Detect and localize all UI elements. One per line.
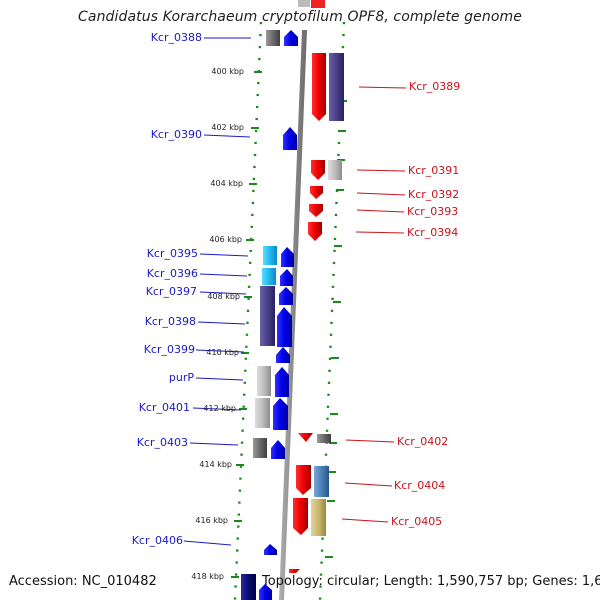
tick-label: 404 kbp [210, 179, 243, 188]
gene-label-purp[interactable]: purP [168, 371, 194, 384]
gene-label-kcr-0402[interactable]: Kcr_0402 [397, 435, 449, 448]
gene-label-kcr-0406[interactable]: Kcr_0406 [131, 534, 183, 547]
top-red-fragment [311, 0, 325, 8]
gene-label-kcr-0405[interactable]: Kcr_0405 [391, 515, 443, 528]
tick-label: 416 kbp [195, 516, 228, 525]
tick-label: 406 kbp [209, 235, 242, 244]
gene-label-kcr-0399[interactable]: Kcr_0399 [143, 343, 195, 356]
gene-label-kcr-0397[interactable]: Kcr_0397 [145, 285, 197, 298]
tick-label: 412 kbp [203, 404, 236, 413]
tick-label: 418 kbp [191, 572, 224, 581]
tick-label: 410 kbp [206, 348, 239, 357]
topology-info: Topology: circular; Length: 1,590,757 bp… [262, 574, 600, 589]
tick-label: 402 kbp [211, 123, 244, 132]
genome-backbone [279, 30, 307, 600]
map-title: Candidatus Korarchaeum cryptofilum OPF8,… [78, 9, 522, 25]
gene-label-kcr-0392[interactable]: Kcr_0392 [408, 188, 460, 201]
gene-label-kcr-0388[interactable]: Kcr_0388 [150, 31, 202, 44]
gene-label-kcr-0393[interactable]: Kcr_0393 [407, 205, 459, 218]
forward-genes [259, 30, 298, 600]
gene-label-kcr-0394[interactable]: Kcr_0394 [407, 226, 459, 239]
gene-label-kcr-0389[interactable]: Kcr_0389 [409, 80, 461, 93]
leader-lines-left [183, 37, 251, 546]
tick-label: 400 kbp [211, 67, 244, 76]
tick-label: 408 kbp [207, 292, 240, 301]
accession-info: Accession: NC_010482 [9, 574, 157, 589]
gene-label-kcr-0396[interactable]: Kcr_0396 [146, 267, 198, 280]
gene-label-kcr-0390[interactable]: Kcr_0390 [150, 128, 202, 141]
outer-ring-left [233, 21, 263, 600]
backbone-top-cap [298, 0, 310, 7]
gene-label-kcr-0401[interactable]: Kcr_0401 [138, 401, 190, 414]
gene-label-kcr-0398[interactable]: Kcr_0398 [144, 315, 196, 328]
tick-marks [231, 71, 347, 578]
gene-label-kcr-0391[interactable]: Kcr_0391 [408, 164, 460, 177]
cog-blocks-left [241, 30, 280, 600]
leader-lines-right [341, 86, 407, 523]
tick-label: 414 kbp [199, 460, 232, 469]
reverse-genes [289, 53, 326, 573]
gene-label-kcr-0404[interactable]: Kcr_0404 [394, 479, 446, 492]
gene-label-kcr-0403[interactable]: Kcr_0403 [136, 436, 188, 449]
cog-blocks-right [311, 53, 344, 536]
gene-label-kcr-0395[interactable]: Kcr_0395 [146, 247, 198, 260]
